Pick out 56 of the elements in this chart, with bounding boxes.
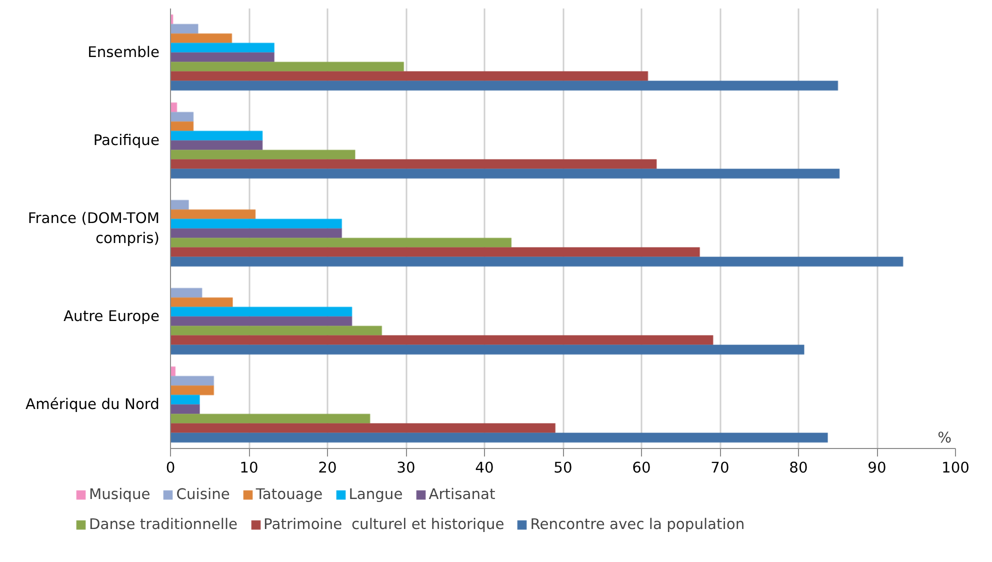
x-tick-label: 70 [710, 460, 730, 476]
legend-label: Langue [348, 486, 403, 503]
legend-label: Danse traditionnelle [89, 516, 238, 533]
bar [170, 71, 648, 82]
x-tick-label: 30 [396, 460, 416, 476]
legend-label: Cuisine [176, 486, 230, 503]
x-axis-title: % [938, 430, 952, 446]
bar [170, 80, 838, 91]
bar [170, 121, 194, 132]
bar [170, 414, 370, 424]
y-tick-label: Pacifique [93, 132, 160, 149]
bar [170, 209, 256, 220]
bar [170, 228, 342, 238]
x-tick-label: 50 [554, 460, 572, 476]
x-tick-label: 90 [868, 460, 886, 476]
bar [170, 168, 840, 179]
bar [170, 247, 700, 258]
x-tick-label: 60 [632, 460, 651, 476]
bar [170, 404, 200, 414]
legend-label: Rencontre avec la population [530, 516, 745, 533]
bar [170, 423, 556, 434]
bar [170, 256, 904, 267]
bar [170, 150, 356, 160]
legend-label: Tatouage [256, 486, 323, 503]
bar [170, 316, 352, 326]
bar [170, 159, 657, 170]
bar [170, 344, 804, 355]
bar [170, 52, 275, 62]
bar [170, 335, 714, 346]
bar [170, 394, 200, 405]
bar [170, 218, 342, 229]
bar [170, 33, 232, 44]
bar [170, 297, 234, 308]
legend-label: Musique [89, 486, 150, 503]
x-tick-label: 10 [240, 460, 258, 476]
bar [170, 62, 404, 72]
bar [170, 385, 214, 396]
y-tick-label: Amérique du Nord [26, 396, 160, 413]
x-tick-label: 40 [475, 460, 494, 476]
x-tick-label: 100 [942, 460, 970, 476]
legend-label: Artisanat [428, 486, 496, 503]
bar [170, 140, 263, 150]
bar [170, 326, 382, 336]
bar [170, 432, 828, 443]
bar [170, 42, 275, 53]
x-tick-label: 80 [789, 460, 808, 476]
x-tick-label: 20 [318, 460, 337, 476]
legend-label: Patrimoine culturel et historique [264, 516, 504, 533]
x-tick-label: 0 [166, 460, 176, 476]
bar [170, 306, 352, 317]
y-tick-label: Ensemble [88, 44, 160, 61]
y-tick-label: France (DOM-TOM compris) [28, 210, 160, 248]
bar [170, 102, 178, 112]
bar [170, 238, 512, 248]
y-tick-label: Autre Europe [64, 308, 160, 325]
bar [170, 130, 263, 141]
